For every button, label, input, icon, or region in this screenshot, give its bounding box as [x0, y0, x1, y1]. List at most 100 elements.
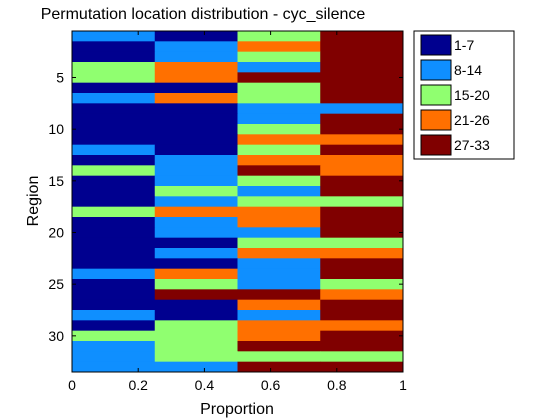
heatmap-cell: [154, 31, 238, 42]
heatmap-cell: [154, 134, 238, 146]
x-tick-label: 0.6: [261, 377, 281, 393]
heatmap-cell: [237, 268, 321, 280]
heatmap-cell: [72, 134, 156, 146]
chart-title: Permutation location distribution - cyc_…: [41, 6, 366, 23]
y-tick-label: 5: [56, 70, 64, 86]
legend: 1-7 8-14 15-20 21-26 27-33: [413, 30, 515, 160]
heatmap-cell: [320, 217, 404, 228]
heatmap-cell: [72, 51, 156, 63]
heatmap-cell: [154, 113, 238, 125]
heatmap-cell: [320, 113, 404, 125]
heatmap-cell: [72, 175, 156, 187]
heatmap-cell: [154, 258, 238, 270]
heatmap-cell: [320, 351, 404, 363]
heatmap-cell: [154, 196, 238, 208]
heatmap-cell: [154, 361, 238, 373]
y-tick-label: 15: [48, 173, 64, 189]
heatmap-cell: [154, 165, 238, 177]
heatmap-cell: [154, 186, 238, 197]
heatmap-cell: [72, 124, 156, 135]
heatmap-cell: [237, 310, 321, 321]
heatmap-cell: [237, 41, 321, 53]
heatmap-cell: [237, 227, 321, 239]
heatmap-cell: [237, 31, 321, 42]
heatmap-cells: [72, 31, 404, 373]
heatmap-cell: [154, 310, 238, 321]
heatmap-cell: [237, 289, 321, 301]
heatmap-cell: [320, 103, 404, 115]
heatmap-cell: [154, 227, 238, 239]
heatmap-cell: [154, 51, 238, 63]
y-tick-label: 30: [48, 328, 64, 344]
heatmap-cell: [237, 72, 321, 84]
heatmap-cell: [154, 155, 238, 166]
legend-swatch: [420, 59, 452, 81]
heatmap-cell: [320, 41, 404, 53]
heatmap-cell: [72, 217, 156, 228]
heatmap-cell: [320, 330, 404, 342]
heatmap-cell: [154, 103, 238, 115]
heatmap-cell: [154, 320, 238, 332]
heatmap-cell: [237, 351, 321, 363]
heatmap-cell: [72, 237, 156, 249]
x-axis-ticks: 0 0.2 0.4 0.6 0.8 1: [68, 31, 407, 393]
heatmap-cell: [72, 361, 156, 373]
heatmap-cell: [320, 268, 404, 280]
heatmap-cell: [72, 227, 156, 239]
heatmap-cell: [154, 299, 238, 311]
heatmap-cell: [154, 237, 238, 249]
legend-label: 27-33: [454, 137, 490, 153]
heatmap-cell: [237, 62, 321, 73]
heatmap-cell: [72, 289, 156, 301]
heatmap-cell: [320, 237, 404, 249]
heatmap-cell: [154, 330, 238, 342]
heatmap-cell: [320, 175, 404, 187]
heatmap-cell: [72, 279, 156, 290]
heatmap-cell: [320, 31, 404, 42]
heatmap-cell: [237, 113, 321, 125]
heatmap-cell: [72, 310, 156, 321]
heatmap-cell: [320, 124, 404, 135]
heatmap-cell: [72, 320, 156, 332]
heatmap-cell: [72, 93, 156, 104]
heatmap-cell: [72, 258, 156, 270]
heatmap-cell: [237, 144, 321, 156]
y-tick-label: 25: [48, 276, 64, 292]
heatmap-cell: [72, 268, 156, 280]
heatmap-cell: [154, 144, 238, 156]
heatmap-cell: [320, 248, 404, 259]
heatmap-cell: [320, 310, 404, 321]
legend-label: 1-7: [454, 37, 474, 53]
y-axis-label: Region: [25, 176, 42, 227]
heatmap-cell: [72, 103, 156, 115]
heatmap-cell: [237, 279, 321, 290]
heatmap-cell: [72, 196, 156, 208]
heatmap-cell: [237, 330, 321, 342]
heatmap-cell: [320, 72, 404, 84]
heatmap-cell: [72, 330, 156, 342]
heatmap-cell: [72, 248, 156, 259]
heatmap-cell: [154, 248, 238, 259]
heatmap-cell: [237, 124, 321, 135]
heatmap-cell: [320, 341, 404, 352]
heatmap-cell: [320, 361, 404, 373]
legend-label: 15-20: [454, 87, 490, 103]
heatmap-cell: [320, 62, 404, 73]
heatmap-cell: [320, 51, 404, 63]
heatmap-cell: [154, 341, 238, 352]
heatmap-cell: [72, 72, 156, 84]
heatmap-cell: [154, 124, 238, 135]
heatmap-cell: [237, 155, 321, 166]
heatmap-cell: [72, 41, 156, 53]
heatmap-cell: [237, 237, 321, 249]
x-tick-label: 0: [68, 377, 76, 393]
legend-swatch: [420, 34, 452, 56]
heatmap-cell: [320, 82, 404, 94]
heatmap-cell: [154, 268, 238, 280]
heatmap-cell: [237, 248, 321, 259]
x-tick-label: 1: [399, 377, 407, 393]
heatmap-cell: [320, 258, 404, 270]
heatmap-cell: [237, 299, 321, 311]
heatmap-cell: [154, 289, 238, 301]
heatmap-cell: [320, 186, 404, 197]
